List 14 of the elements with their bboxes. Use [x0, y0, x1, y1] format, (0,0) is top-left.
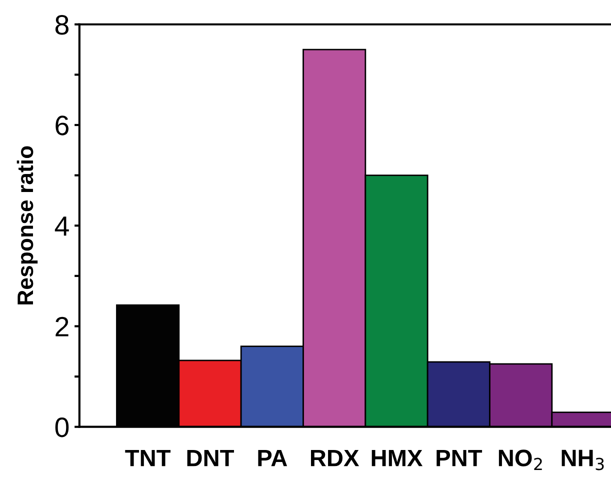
- x-tick-label: DNT: [187, 450, 234, 466]
- x-tick-label: HMX: [372, 450, 423, 466]
- y-axis-title: Response ratio: [16, 146, 38, 304]
- y-tick-label: 4: [54, 216, 69, 236]
- y-tick-label: 6: [56, 116, 68, 136]
- x-tick-label: NH$_{3}$: [562, 450, 604, 470]
- x-tick-label: TNT: [125, 450, 171, 466]
- y-tick-label: 0: [55, 418, 69, 438]
- x-tick-label: PA: [258, 450, 288, 466]
- x-tick-label: RDX: [310, 450, 360, 466]
- x-tick-label: PNT: [436, 450, 482, 466]
- x-tick-label: NO$_{2}$: [498, 450, 542, 470]
- y-tick-label: 2: [56, 316, 68, 336]
- y-tick-label: 8: [55, 15, 68, 35]
